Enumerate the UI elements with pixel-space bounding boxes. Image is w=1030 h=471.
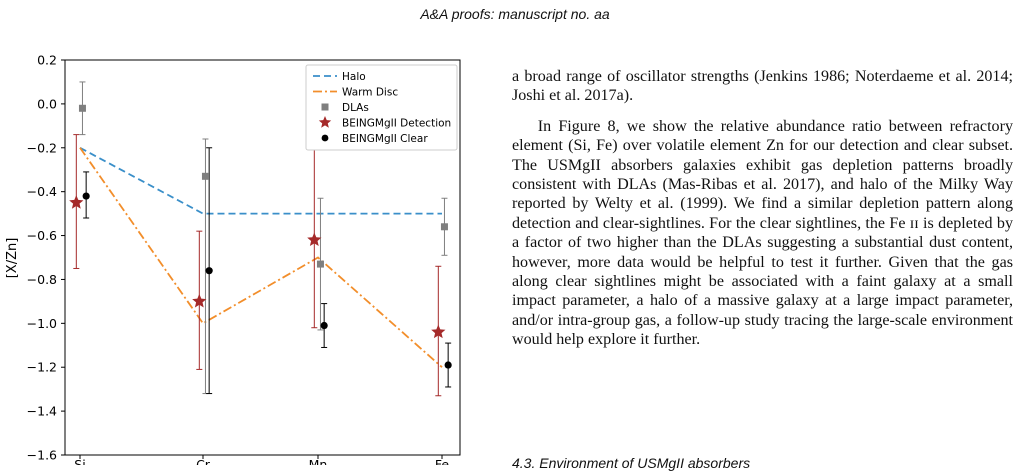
detection-point: [431, 324, 446, 339]
legend-swatch: [318, 116, 332, 128]
x-axis: Si Cr Mn Fe: [74, 455, 449, 465]
y-axis-label: [X/Zn]: [5, 238, 20, 279]
clear-point: [320, 321, 328, 330]
y-tick-label: −0.6: [27, 228, 57, 243]
dla-point: [316, 260, 324, 268]
y-tick-label: −1.6: [27, 448, 57, 463]
data-markers: [69, 104, 452, 369]
y-tick-label: −1.0: [27, 316, 57, 331]
x-tick-label: Cr: [196, 457, 211, 465]
dla-point: [201, 172, 209, 180]
detection-point: [192, 293, 207, 308]
legend-box: [305, 64, 458, 151]
y-tick-label: 0.0: [37, 96, 57, 111]
paragraph-1: a broad range of oscillator strengths (J…: [512, 68, 1013, 105]
y-tick-label: 0.2: [37, 53, 57, 68]
clear-point: [82, 192, 90, 200]
legend-swatch: [321, 134, 329, 142]
paragraph-2: In Figure 8, we show the relative abunda…: [512, 117, 1013, 349]
model-lines: [79, 146, 443, 368]
y-tick-label: −1.2: [27, 360, 57, 375]
y-tick-label: −0.8: [27, 272, 57, 287]
line-warm-disc: [79, 147, 443, 368]
legend-label: BEINGMgII Detection: [342, 118, 451, 130]
clear-point: [205, 267, 213, 275]
plot-frame: [64, 59, 461, 456]
x-tick-label: Si: [74, 457, 85, 465]
y-tick-label: −1.4: [27, 404, 57, 419]
legend-label: BEINGMgII Clear: [342, 133, 428, 145]
body-text: a broad range of oscillator strengths (J…: [512, 67, 1013, 361]
line-halo: [79, 146, 442, 215]
detection-point: [69, 195, 84, 209]
legend-swatch: [321, 103, 329, 111]
legend-label: Halo: [342, 71, 366, 83]
x-tick-label: Fe: [435, 457, 450, 465]
y-axis: −1.6 −1.4 −1.2 −1.0 −0.8 −0.6 −0.4 −0.2 0.0 0.2: [27, 53, 65, 463]
y-tick-label: −0.4: [27, 184, 57, 199]
dla-point: [78, 104, 86, 112]
x-tick-label: Mn: [309, 457, 328, 465]
dla-point: [440, 223, 448, 231]
legend-label: DLAs: [342, 102, 369, 114]
depletion-chart: −1.6 −1.4 −1.2 −1.0 −0.8 −0.6 −0.4 −0.2 0.0 0.2 S…: [5, 53, 461, 465]
section-heading: 4.3. Environment of USMgII absorbers: [512, 455, 751, 471]
y-tick-label: −0.2: [27, 140, 57, 155]
running-head: A&A proofs: manuscript no. aa: [420, 6, 610, 22]
detection-point: [307, 232, 322, 247]
legend: Halo Warm Disc DLAs BEINGMgII Detection BEIN…: [305, 64, 458, 151]
clear-point: [444, 361, 452, 369]
legend-label: Warm Disc: [342, 87, 398, 99]
